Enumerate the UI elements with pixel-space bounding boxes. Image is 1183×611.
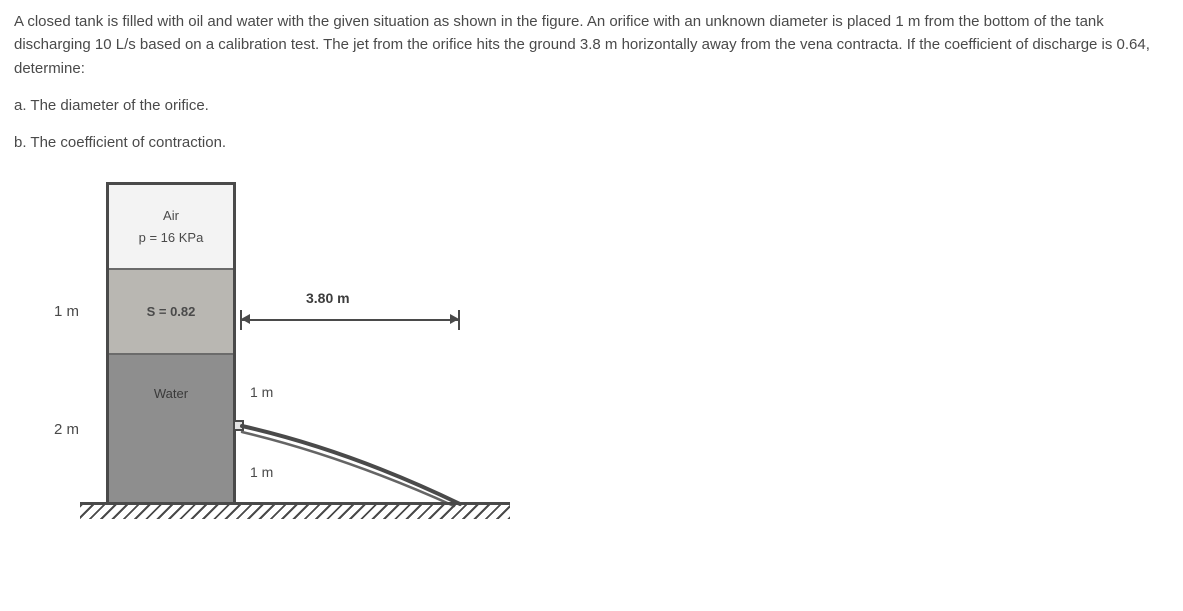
dim-upper-1m: 1 m [250, 382, 273, 404]
air-pressure-label: p = 16 KPa [139, 228, 204, 248]
figure: Air p = 16 KPa S = 0.82 Water 1 m 2 m [50, 182, 570, 542]
ground-hatch [80, 505, 510, 519]
page: A closed tank is filled with oil and wat… [0, 0, 1183, 542]
oil-sg-label: S = 0.82 [147, 302, 196, 322]
air-layer: Air p = 16 KPa [109, 185, 233, 270]
air-label: Air [163, 206, 179, 226]
question-b: b. The coefficient of contraction. [14, 131, 1169, 154]
dim-horizontal-label: 3.80 m [306, 288, 350, 310]
dim-lower-1m: 1 m [250, 462, 273, 484]
problem-paragraph: A closed tank is filled with oil and wat… [14, 10, 1169, 80]
question-a: a. The diameter of the orifice. [14, 94, 1169, 117]
problem-statement: A closed tank is filled with oil and wat… [14, 10, 1169, 154]
dim-oil-height: 1 m [54, 300, 79, 323]
oil-layer: S = 0.82 [109, 270, 233, 355]
water-label: Water [154, 384, 188, 404]
water-layer: Water [109, 355, 233, 502]
orifice [233, 420, 244, 431]
dim-water-height: 2 m [54, 418, 79, 441]
dim-horizontal [240, 310, 460, 328]
tank: Air p = 16 KPa S = 0.82 Water [106, 182, 236, 502]
